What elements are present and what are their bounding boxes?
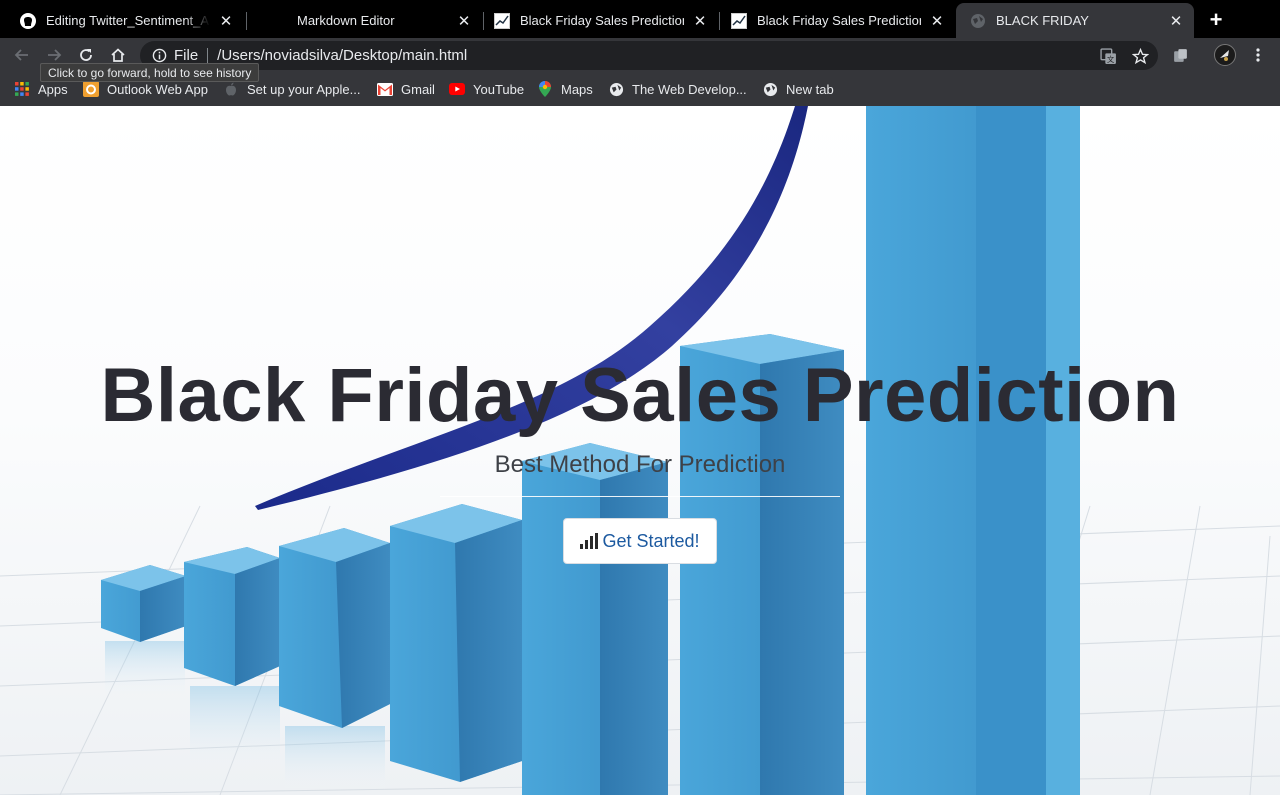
gmail-icon	[377, 81, 393, 97]
tab-title: Markdown Editor	[297, 13, 395, 28]
hero-subtitle: Best Method For Prediction	[494, 451, 786, 478]
arrow-left-icon	[14, 49, 28, 61]
back-button[interactable]	[10, 43, 34, 67]
globe-icon	[970, 13, 986, 29]
bar-reflection	[190, 686, 280, 776]
bookmark-label: New tab	[786, 81, 834, 97]
reload-icon	[80, 49, 92, 61]
bookmark-youtube[interactable]: YouTube	[449, 80, 524, 98]
signal-bars-icon	[580, 533, 599, 549]
svg-text:文: 文	[1106, 53, 1114, 63]
bookmark-web-developer[interactable]: The Web Develop...	[608, 80, 747, 98]
bookmark-label: The Web Develop...	[632, 81, 747, 97]
get-started-button[interactable]: Get Started!	[563, 518, 717, 564]
bar-2	[184, 547, 280, 686]
tab-title: BLACK FRIDAY	[996, 13, 1089, 28]
star-icon[interactable]	[1130, 46, 1150, 66]
bookmark-label: Gmail	[401, 81, 435, 97]
info-icon[interactable]	[151, 48, 167, 64]
bookmark-label: Maps	[561, 81, 593, 97]
get-started-label: Get Started!	[602, 530, 700, 551]
bookmark-gmail[interactable]: Gmail	[377, 80, 435, 98]
tab-black-friday-1[interactable]: Black Friday Sales Prediction ✕	[480, 3, 718, 38]
translate-icon[interactable]: 文	[1098, 46, 1118, 66]
chart-doc-icon	[731, 12, 747, 29]
bookmark-label: YouTube	[473, 81, 525, 97]
page-content: Black Friday Sales Prediction Best Metho…	[0, 106, 1280, 795]
bar-reflection	[285, 726, 385, 795]
bookmark-label: Apps	[38, 81, 68, 97]
tab-title: Editing Twitter_Sentiment_Ana	[46, 13, 210, 28]
bookmark-new-tab[interactable]: New tab	[762, 80, 834, 98]
globe-icon	[608, 81, 624, 97]
growth-curve	[255, 106, 808, 510]
bar-6	[680, 334, 844, 795]
tab-title: Black Friday Sales Prediction	[757, 13, 921, 28]
tab-black-friday-active[interactable]: BLACK FRIDAY ✕	[956, 3, 1194, 38]
browser-toolbar: File /Users/noviadsilva/Desktop/main.htm…	[0, 38, 1280, 72]
bookmark-label: Set up your Apple...	[247, 81, 361, 97]
tab-divider	[246, 12, 247, 30]
home-button[interactable]	[106, 43, 130, 67]
tab-markdown-editor[interactable]: Markdown Editor ✕	[248, 3, 482, 38]
bookmark-outlook[interactable]: Outlook Web App	[83, 80, 208, 98]
bookmark-apps[interactable]: Apps	[14, 80, 68, 98]
forward-button[interactable]	[42, 43, 66, 67]
hero-title: Black Friday Sales Prediction	[100, 353, 1180, 438]
close-icon[interactable]: ✕	[457, 12, 471, 30]
bar-1	[101, 565, 186, 642]
tab-divider	[719, 12, 720, 30]
hero-divider	[440, 496, 840, 497]
bookmark-apple[interactable]: Set up your Apple...	[223, 80, 360, 98]
bar-reflection	[105, 641, 185, 701]
extensions-button[interactable]	[1168, 43, 1192, 67]
tab-editing-twitter[interactable]: Editing Twitter_Sentiment_Ana ✕	[6, 3, 244, 38]
github-icon	[20, 12, 36, 29]
tab-title: Black Friday Sales Prediction	[520, 13, 684, 28]
kebab-menu-icon	[1256, 48, 1260, 62]
bar-4	[390, 504, 522, 782]
arrow-right-icon	[48, 49, 62, 61]
url-scheme: File	[174, 47, 199, 64]
apps-grid-icon	[14, 81, 30, 97]
youtube-icon	[449, 81, 465, 97]
close-icon[interactable]: ✕	[693, 12, 707, 30]
blank-favicon-icon	[262, 13, 278, 29]
bookmark-label: Outlook Web App	[107, 81, 208, 97]
outlook-icon	[83, 81, 99, 97]
menu-button[interactable]	[1246, 43, 1270, 67]
home-icon	[111, 48, 125, 62]
close-icon[interactable]: ✕	[219, 12, 233, 30]
chart-doc-icon	[494, 12, 510, 29]
tab-divider	[483, 12, 484, 30]
url-text[interactable]: /Users/noviadsilva/Desktop/main.html	[217, 47, 468, 64]
apple-icon	[223, 81, 239, 97]
tab-black-friday-2[interactable]: Black Friday Sales Prediction ✕	[717, 3, 955, 38]
close-icon[interactable]: ✕	[930, 12, 944, 30]
bar-7	[866, 106, 1080, 795]
profile-avatar[interactable]	[1213, 43, 1237, 67]
reload-button[interactable]	[74, 43, 98, 67]
close-icon[interactable]: ✕	[1169, 12, 1183, 30]
extension-icon	[1173, 48, 1187, 62]
maps-icon	[537, 81, 553, 97]
avatar-icon	[1214, 44, 1236, 66]
omnibox-divider	[207, 47, 209, 64]
hero-background-illustration	[0, 106, 1280, 795]
tab-strip: Editing Twitter_Sentiment_Ana ✕ Markdown…	[0, 0, 1280, 38]
forward-tooltip: Click to go forward, hold to see history	[40, 63, 260, 82]
address-bar[interactable]: File /Users/noviadsilva/Desktop/main.htm…	[140, 41, 1158, 70]
bar-3	[279, 528, 390, 728]
globe-icon	[762, 81, 778, 97]
new-tab-button[interactable]: +	[1209, 7, 1223, 32]
bookmark-maps[interactable]: Maps	[537, 80, 593, 98]
